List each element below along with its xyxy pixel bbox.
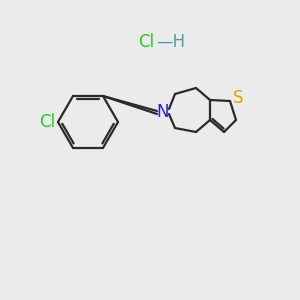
Text: S: S xyxy=(233,89,244,107)
Text: Cl: Cl xyxy=(39,113,55,131)
Text: Cl: Cl xyxy=(138,33,154,51)
Text: N: N xyxy=(157,103,169,121)
Text: —H: —H xyxy=(156,33,185,51)
